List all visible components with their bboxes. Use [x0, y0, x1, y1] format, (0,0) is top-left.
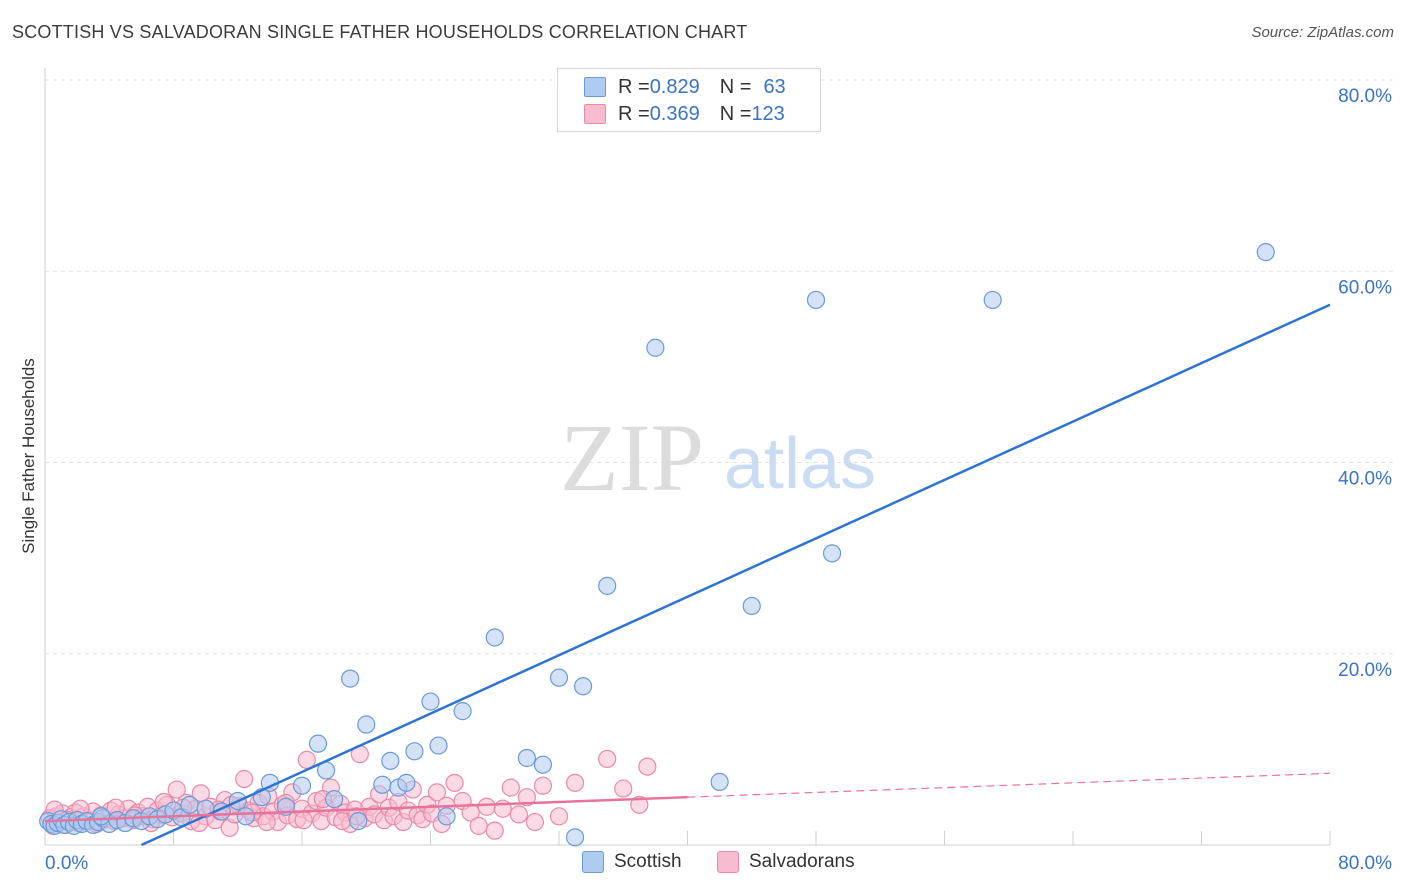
scottish-point	[565, 828, 585, 847]
scottish-point	[429, 736, 448, 755]
x-tick-label-min: 0.0%	[45, 853, 88, 874]
salvadorans-point	[297, 750, 316, 769]
salvadorans-point	[549, 807, 569, 826]
chart-title: SCOTTISH VS SALVADORAN SINGLE FATHER HOU…	[12, 22, 748, 42]
legend-label-salvadorans: Salvadorans	[749, 851, 855, 872]
legend-item-scottish[interactable]: Scottish	[582, 851, 682, 873]
y-tick-label: 80.0%	[1338, 86, 1392, 107]
scottish-point	[325, 789, 344, 809]
legend-label-scottish: Scottish	[614, 851, 682, 872]
legend-row-scottish: R = 0.829 N = 63	[584, 75, 786, 99]
watermark-atlas: atlas	[724, 424, 876, 504]
salvadorans-point	[167, 780, 186, 799]
scottish-point	[453, 702, 472, 721]
scottish-point	[292, 776, 312, 795]
scottish-point	[1256, 243, 1275, 262]
axes	[44, 68, 1331, 846]
scottish-point	[349, 811, 368, 831]
scottish-point	[646, 338, 665, 357]
salvadorans-point	[445, 773, 464, 792]
salvadorans-point	[469, 816, 488, 835]
r-value: 0.369	[649, 102, 700, 125]
scottish-point	[710, 772, 729, 791]
salvadorans-point	[638, 757, 657, 776]
trend-lines	[44, 303, 1331, 847]
scottish-point	[236, 807, 255, 826]
y-tick-label: 20.0%	[1338, 660, 1392, 681]
watermark-zip: ZIP	[560, 404, 704, 511]
salvadorans-point	[533, 776, 553, 795]
n-value: 123	[751, 102, 785, 125]
scottish-point	[421, 692, 440, 711]
salvadorans-point	[485, 821, 504, 840]
scottish-point	[517, 748, 536, 768]
r-value: 0.829	[649, 75, 700, 98]
salvadorans-point	[565, 773, 585, 792]
source-label: Source: ZipAtlas.com	[1251, 24, 1394, 41]
y-tick-label: 60.0%	[1338, 277, 1392, 298]
salvadorans-point	[461, 803, 480, 822]
y-axis-label: Single Father Households	[19, 358, 38, 554]
salvadorans-trend-line	[44, 795, 688, 823]
salvadorans-point	[427, 783, 447, 802]
scottish-point	[405, 742, 424, 761]
salvadorans-point	[501, 778, 520, 797]
scottish-point	[806, 290, 826, 310]
salvadorans-point	[477, 797, 496, 816]
scottish-point	[573, 677, 593, 696]
scottish-point	[357, 715, 376, 734]
salvadorans-point	[509, 805, 528, 824]
scottish-point	[485, 628, 504, 647]
scottish-point	[822, 544, 842, 563]
legend-item-salvadorans[interactable]: Salvadorans	[717, 851, 855, 873]
scottish-point	[533, 755, 553, 774]
salvadorans-point	[294, 811, 313, 830]
salvadorans-legend-swatch	[717, 851, 739, 873]
salvadorans-trend-extension	[687, 772, 1331, 798]
tick-labels: 20.0% 40.0% 60.0% 80.0% 0.0% 80.0%	[45, 86, 1392, 874]
scottish-point	[92, 807, 111, 826]
salvadorans-point	[517, 788, 536, 807]
salvadorans-point	[257, 812, 276, 832]
scottish-trend-line	[140, 303, 1331, 847]
r-label: R =	[618, 75, 650, 98]
scottish-point	[437, 807, 456, 826]
stats-legend: R = 0.829 N = 63 R = 0.369 N = 123	[557, 68, 821, 132]
scottish-point	[381, 751, 400, 770]
salvadorans-point	[525, 812, 545, 832]
n-label: N =	[719, 102, 752, 125]
r-label: R =	[618, 102, 650, 125]
scottish-point	[373, 775, 392, 794]
salvadorans-point	[614, 779, 633, 798]
scottish-point	[180, 795, 199, 814]
scottish-point	[397, 773, 416, 792]
x-tick-label-max: 80.0%	[1338, 853, 1392, 874]
salvadorans-point	[235, 769, 254, 789]
watermark: ZIP atlas	[560, 404, 876, 511]
n-label: N =	[719, 75, 752, 98]
salvadorans-swatch	[584, 104, 606, 124]
salvadorans-point	[598, 749, 617, 769]
n-value: 63	[763, 75, 786, 98]
scottish-legend-swatch	[582, 851, 604, 873]
scottish-point	[549, 668, 569, 687]
scottish-swatch	[584, 77, 606, 97]
y-tick-label: 40.0%	[1338, 469, 1392, 490]
scottish-point	[742, 596, 761, 616]
scottish-point	[308, 734, 328, 753]
scottish-points	[39, 243, 1275, 847]
salvadorans-point	[630, 795, 649, 814]
scottish-point	[983, 290, 1002, 310]
scottish-point	[598, 576, 617, 595]
scottish-point	[341, 669, 360, 688]
legend-row-salvadorans: R = 0.369 N = 123	[584, 102, 785, 126]
